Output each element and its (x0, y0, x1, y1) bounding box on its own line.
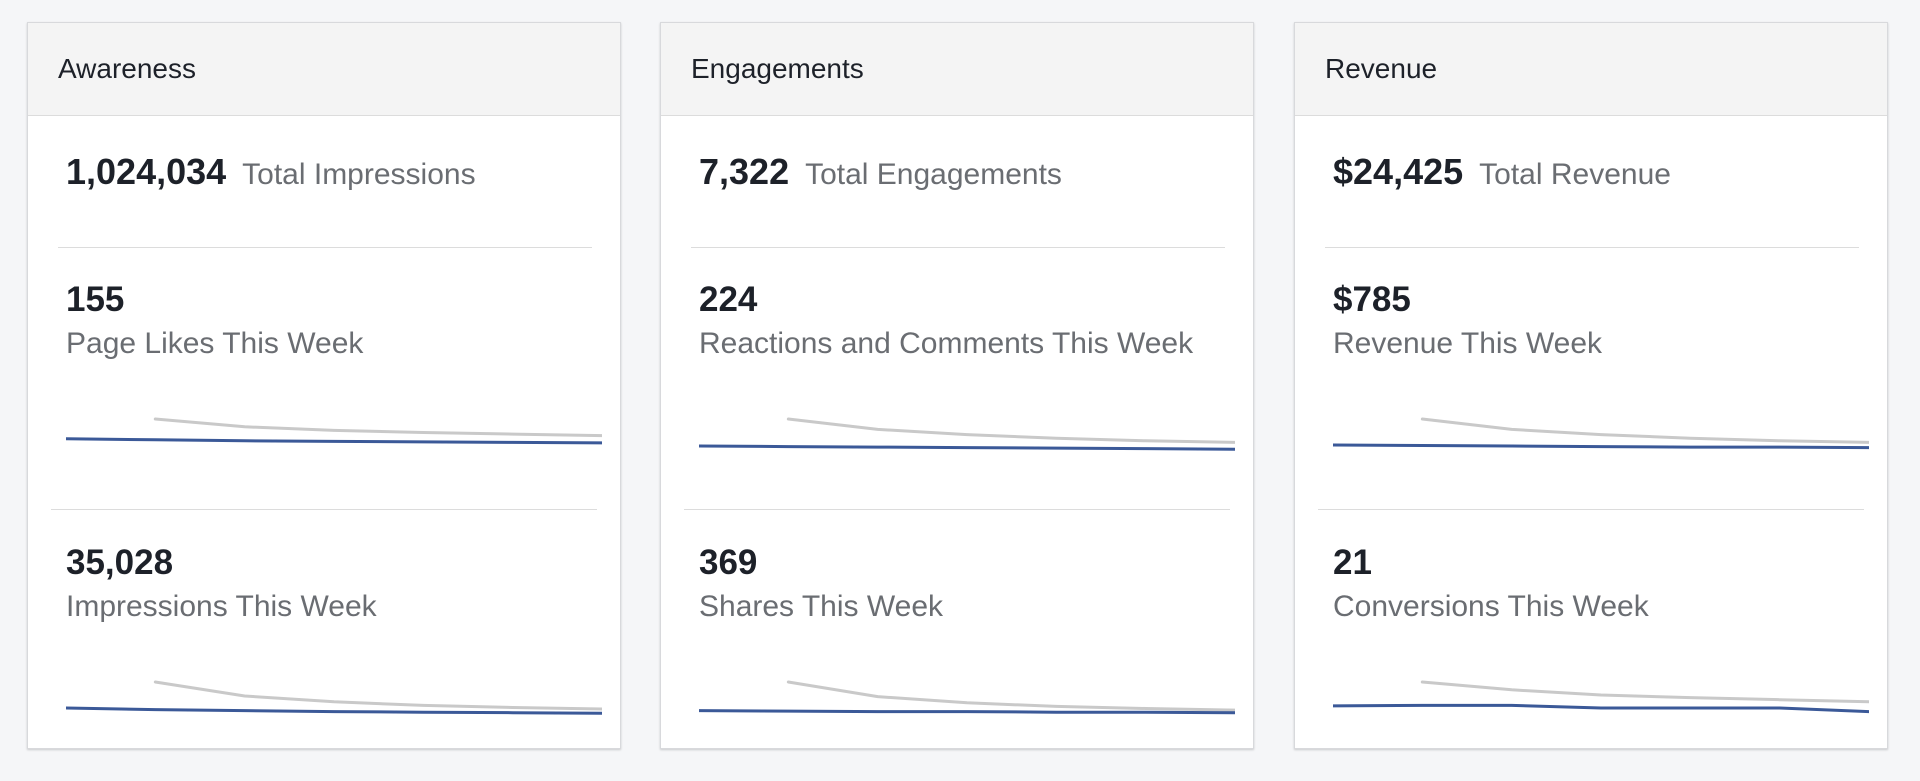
metric-impressions: 35,028 Impressions This Week (66, 543, 377, 625)
metric-reactions-comments: 224 Reactions and Comments This Week (699, 280, 1193, 362)
card-title: Engagements (661, 23, 1253, 116)
card-title: Revenue (1295, 23, 1887, 116)
sparkline-previous-week (1420, 680, 1869, 704)
card-awareness: Awareness 1,024,034 Total Impressions 15… (27, 22, 621, 749)
card-engagements: Engagements 7,322 Total Engagements 224 … (660, 22, 1254, 749)
sparkline-previous-week (153, 417, 602, 438)
sparkline-previous-week (1420, 417, 1869, 444)
metric-value: 224 (699, 280, 758, 319)
total-row: 1,024,034 Total Impressions (66, 151, 476, 193)
sparkline-shares (699, 680, 1235, 715)
sparkline-impressions (66, 680, 602, 715)
metric-conversions: 21 Conversions This Week (1333, 543, 1649, 625)
total-row: $24,425 Total Revenue (1333, 151, 1671, 193)
total-value: 7,322 (699, 151, 790, 192)
total-label: Total Engagements (805, 158, 1062, 191)
sparkline-this-week (1333, 443, 1869, 450)
metric-label: Revenue This Week (1333, 327, 1603, 360)
divider (691, 247, 1225, 248)
card-title: Awareness (28, 23, 620, 116)
metric-value: $785 (1333, 280, 1411, 319)
total-label: Total Revenue (1479, 158, 1671, 191)
metric-value: 369 (699, 543, 758, 582)
sparkline-this-week (699, 709, 1235, 715)
total-value: 1,024,034 (66, 151, 227, 192)
total-value: $24,425 (1333, 151, 1464, 192)
sparkline-this-week (1333, 703, 1869, 714)
sparkline-previous-week (786, 417, 1235, 444)
sparkline-conversions (1333, 680, 1869, 714)
metric-label: Page Likes This Week (66, 327, 364, 360)
total-row: 7,322 Total Engagements (699, 151, 1062, 193)
sparkline-this-week (66, 437, 602, 445)
metric-value: 155 (66, 280, 125, 319)
metric-page-likes: 155 Page Likes This Week (66, 280, 363, 362)
metric-label: Shares This Week (699, 590, 943, 623)
sparkline-reactions-comments (699, 417, 1235, 451)
total-label: Total Impressions (242, 158, 476, 191)
divider (58, 247, 592, 248)
sparkline-previous-week (153, 680, 602, 711)
metric-revenue-week: $785 Revenue This Week (1333, 280, 1602, 362)
card-revenue: Revenue $24,425 Total Revenue $785 Reven… (1294, 22, 1888, 749)
metric-label: Reactions and Comments This Week (699, 327, 1194, 360)
sparkline-page-likes (66, 417, 602, 445)
metric-shares: 369 Shares This Week (699, 543, 943, 625)
divider (51, 509, 597, 510)
sparkline-this-week (699, 444, 1235, 451)
divider (684, 509, 1230, 510)
metric-value: 21 (1333, 543, 1372, 582)
divider (1318, 509, 1864, 510)
metric-label: Conversions This Week (1333, 590, 1649, 623)
divider (1325, 247, 1859, 248)
sparkline-revenue-week (1333, 417, 1869, 450)
metric-value: 35,028 (66, 543, 174, 582)
sparkline-this-week (66, 706, 602, 715)
sparkline-previous-week (786, 680, 1235, 712)
metric-label: Impressions This Week (66, 590, 377, 623)
